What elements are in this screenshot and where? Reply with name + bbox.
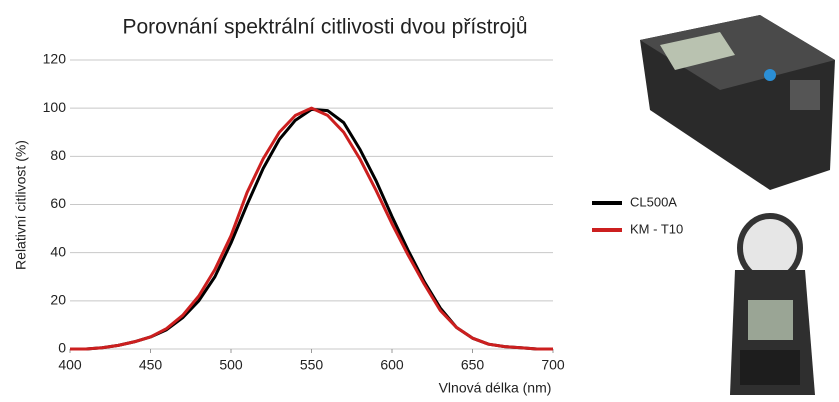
x-tick-label: 600 [380,357,404,373]
y-tick-label: 80 [50,147,66,163]
x-tick-label: 550 [300,357,324,373]
series-line [70,107,553,351]
y-tick-label: 60 [50,195,66,211]
legend-label: KM - T10 [630,221,683,236]
series-line [70,106,553,351]
chart-title: Porovnání spektrální citlivosti dvou pří… [122,16,527,39]
y-tick-label: 40 [50,243,66,259]
x-axis-label: Vlnová délka (nm) [439,380,552,396]
x-tick-label: 500 [219,357,243,373]
y-tick-label: 120 [43,51,67,67]
y-tick-label: 0 [58,340,66,356]
legend-label: CL500A [630,194,677,209]
y-axis-label: Relativní citlivost (%) [13,140,29,270]
x-tick-label: 650 [461,357,485,373]
x-tick-label: 400 [58,357,82,373]
x-tick-label: 450 [139,357,163,373]
x-tick-label: 700 [541,357,565,373]
device-km-t10 [730,213,815,395]
y-tick-label: 20 [50,292,66,308]
device-cl500a [640,15,835,190]
y-tick-label: 100 [43,99,67,115]
